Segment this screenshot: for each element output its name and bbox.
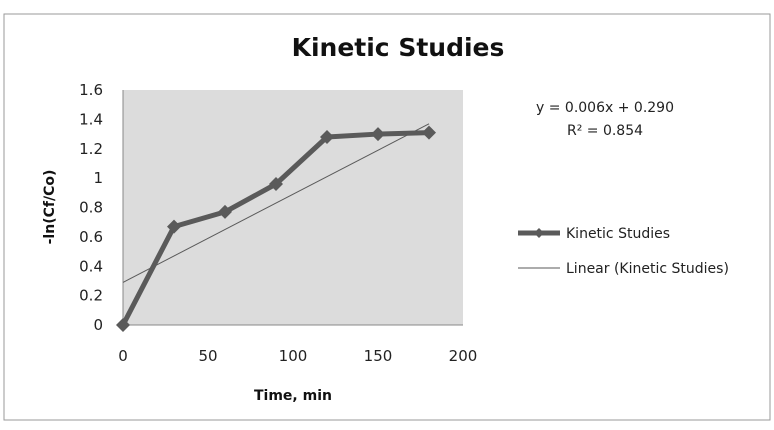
x-axis-title: Time, min <box>254 388 332 404</box>
x-tick-label: 0 <box>118 347 128 365</box>
y-axis-ticks: 0 0.2 0.4 0.6 0.8 1 1.2 1.4 1.6 <box>79 81 103 334</box>
y-tick-label: 0 <box>93 316 103 334</box>
x-tick-label: 100 <box>279 347 308 365</box>
y-tick-label: 0.8 <box>79 199 103 217</box>
x-tick-label: 200 <box>449 347 478 365</box>
x-axis-ticks: 0 50 100 150 200 <box>118 347 477 365</box>
data-point-marker <box>320 130 334 144</box>
legend: Kinetic Studies Linear (Kinetic Studies) <box>518 226 729 277</box>
y-tick-label: 0.4 <box>79 257 103 275</box>
data-point-marker <box>218 204 232 219</box>
trendline <box>122 123 430 283</box>
data-point-marker <box>167 219 181 234</box>
trendline-equation: y = 0.006x + 0.290 <box>536 100 674 116</box>
series-group <box>116 125 436 332</box>
y-tick-label: 1.4 <box>79 110 103 128</box>
y-tick-label: 1.2 <box>79 140 103 158</box>
data-point-marker <box>116 318 130 332</box>
y-tick-label: 1.6 <box>79 81 103 99</box>
trendline-group <box>122 123 430 283</box>
legend-series-marker <box>534 228 544 238</box>
y-axis-title: -ln(Cf/Co) <box>42 170 58 245</box>
y-tick-label: 0.6 <box>79 228 103 246</box>
y-tick-label: 1 <box>93 169 103 187</box>
legend-series-label: Kinetic Studies <box>566 226 670 242</box>
trendline-r-squared: R² = 0.854 <box>567 123 643 139</box>
chart-title: Kinetic Studies <box>292 33 505 62</box>
plot-area <box>123 90 463 325</box>
data-point-marker <box>422 125 436 140</box>
x-tick-label: 50 <box>198 347 217 365</box>
data-point-marker <box>371 127 385 142</box>
x-tick-label: 150 <box>364 347 393 365</box>
y-tick-label: 0.2 <box>79 287 103 305</box>
data-point-marker <box>269 177 283 191</box>
legend-trendline-label: Linear (Kinetic Studies) <box>566 261 729 277</box>
